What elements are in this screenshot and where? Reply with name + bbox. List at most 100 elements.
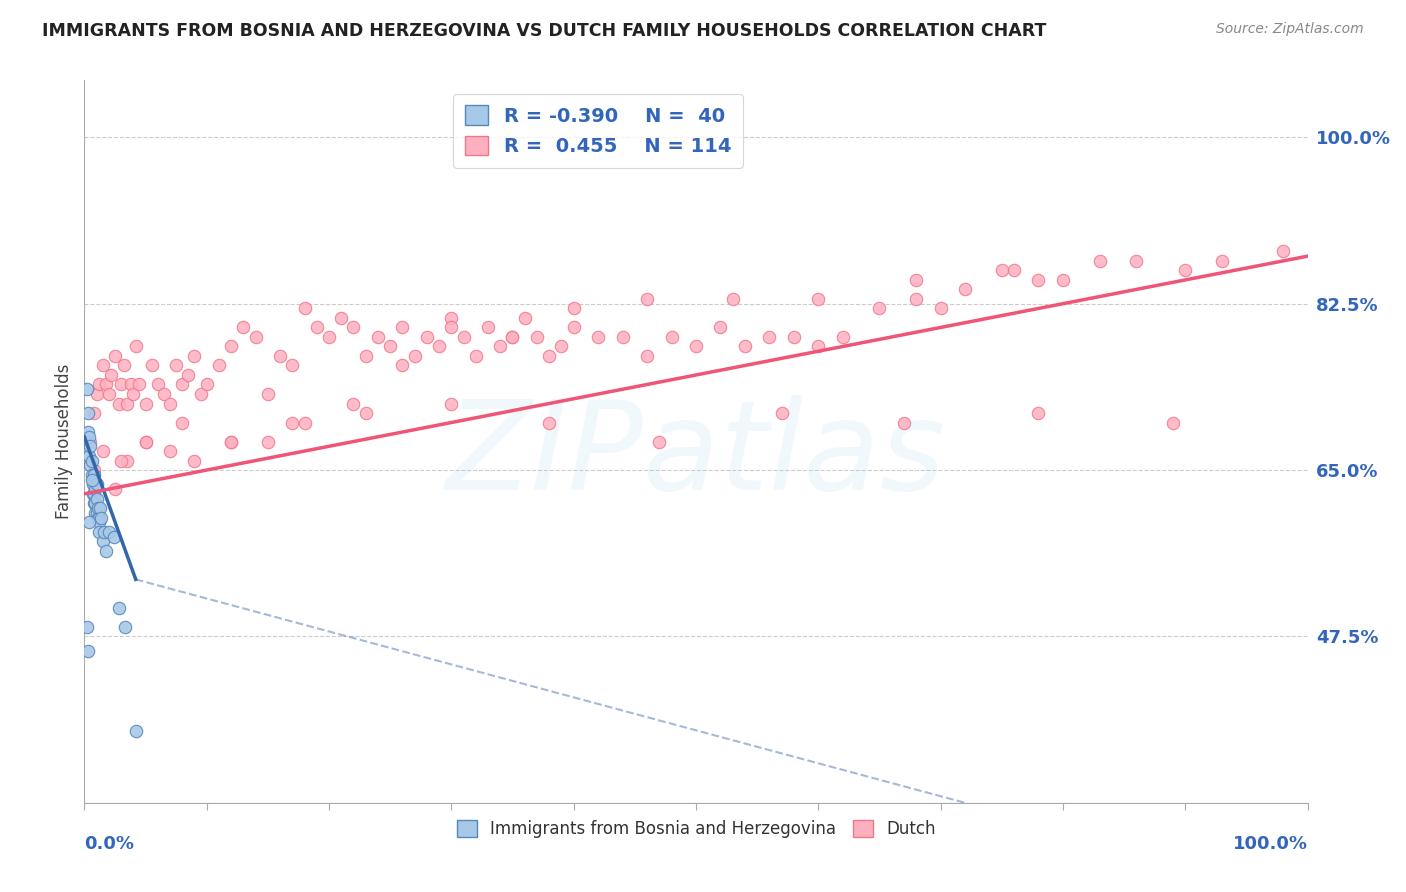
Point: [172, 377, 194, 392]
Point: [83, 406, 105, 420]
Point: [77, 643, 100, 657]
Point: [103, 530, 125, 544]
Point: [183, 453, 205, 467]
Point: [1161, 416, 1184, 430]
Point: [391, 359, 413, 373]
Text: ZIPatlas: ZIPatlas: [446, 395, 946, 516]
Point: [159, 396, 181, 410]
Point: [550, 339, 572, 353]
Point: [83, 467, 105, 482]
Point: [77, 449, 100, 463]
Point: [1211, 253, 1233, 268]
Point: [905, 292, 928, 306]
Text: IMMIGRANTS FROM BOSNIA AND HERZEGOVINA VS DUTCH FAMILY HOUSEHOLDS CORRELATION CH: IMMIGRANTS FROM BOSNIA AND HERZEGOVINA V…: [42, 22, 1046, 40]
Point: [477, 320, 499, 334]
Point: [991, 263, 1014, 277]
Point: [115, 396, 138, 410]
Point: [77, 406, 100, 420]
Point: [783, 330, 806, 344]
Point: [96, 377, 118, 392]
Point: [929, 301, 952, 316]
Point: [112, 359, 135, 373]
Point: [104, 482, 127, 496]
Point: [82, 477, 104, 491]
Point: [190, 387, 212, 401]
Point: [245, 330, 267, 344]
Point: [219, 434, 242, 449]
Point: [77, 430, 100, 444]
Point: [281, 416, 304, 430]
Point: [502, 330, 524, 344]
Point: [427, 339, 450, 353]
Point: [440, 396, 463, 410]
Point: [416, 330, 439, 344]
Point: [97, 524, 120, 539]
Point: [153, 387, 176, 401]
Point: [354, 406, 377, 420]
Point: [1028, 273, 1050, 287]
Point: [96, 544, 118, 558]
Point: [159, 444, 181, 458]
Point: [905, 273, 928, 287]
Point: [586, 330, 609, 344]
Point: [612, 330, 634, 344]
Point: [685, 339, 707, 353]
Point: [135, 434, 157, 449]
Point: [80, 453, 103, 467]
Point: [294, 301, 316, 316]
Point: [135, 396, 157, 410]
Point: [172, 416, 194, 430]
Point: [758, 330, 780, 344]
Point: [391, 320, 413, 334]
Point: [79, 434, 101, 449]
Point: [1125, 253, 1147, 268]
Point: [354, 349, 377, 363]
Point: [661, 330, 683, 344]
Point: [869, 301, 891, 316]
Point: [380, 339, 402, 353]
Point: [257, 434, 280, 449]
Point: [80, 467, 103, 482]
Point: [807, 339, 830, 353]
Point: [305, 320, 328, 334]
Point: [1052, 273, 1074, 287]
Point: [87, 501, 110, 516]
Point: [831, 330, 853, 344]
Point: [86, 477, 108, 491]
Point: [107, 601, 129, 615]
Point: [87, 524, 110, 539]
Point: [93, 524, 115, 539]
Point: [86, 491, 108, 506]
Point: [100, 368, 122, 382]
Point: [82, 473, 104, 487]
Point: [538, 349, 561, 363]
Point: [513, 310, 536, 325]
Point: [177, 368, 200, 382]
Point: [770, 406, 793, 420]
Point: [114, 620, 136, 634]
Point: [709, 320, 731, 334]
Point: [83, 496, 105, 510]
Point: [1028, 406, 1050, 420]
Point: [83, 463, 105, 477]
Point: [87, 510, 110, 524]
Point: [648, 434, 671, 449]
Point: [721, 292, 744, 306]
Point: [562, 301, 585, 316]
Text: Source: ZipAtlas.com: Source: ZipAtlas.com: [1216, 22, 1364, 37]
Text: 0.0%: 0.0%: [84, 835, 135, 854]
Point: [367, 330, 389, 344]
Point: [330, 310, 353, 325]
Point: [562, 320, 585, 334]
Point: [1002, 263, 1025, 277]
Point: [294, 416, 316, 430]
Point: [87, 516, 110, 530]
Point: [86, 387, 108, 401]
Point: [489, 339, 512, 353]
Point: [208, 359, 231, 373]
Point: [440, 310, 463, 325]
Point: [146, 377, 169, 392]
Point: [91, 444, 114, 458]
Point: [83, 487, 105, 501]
Point: [807, 292, 830, 306]
